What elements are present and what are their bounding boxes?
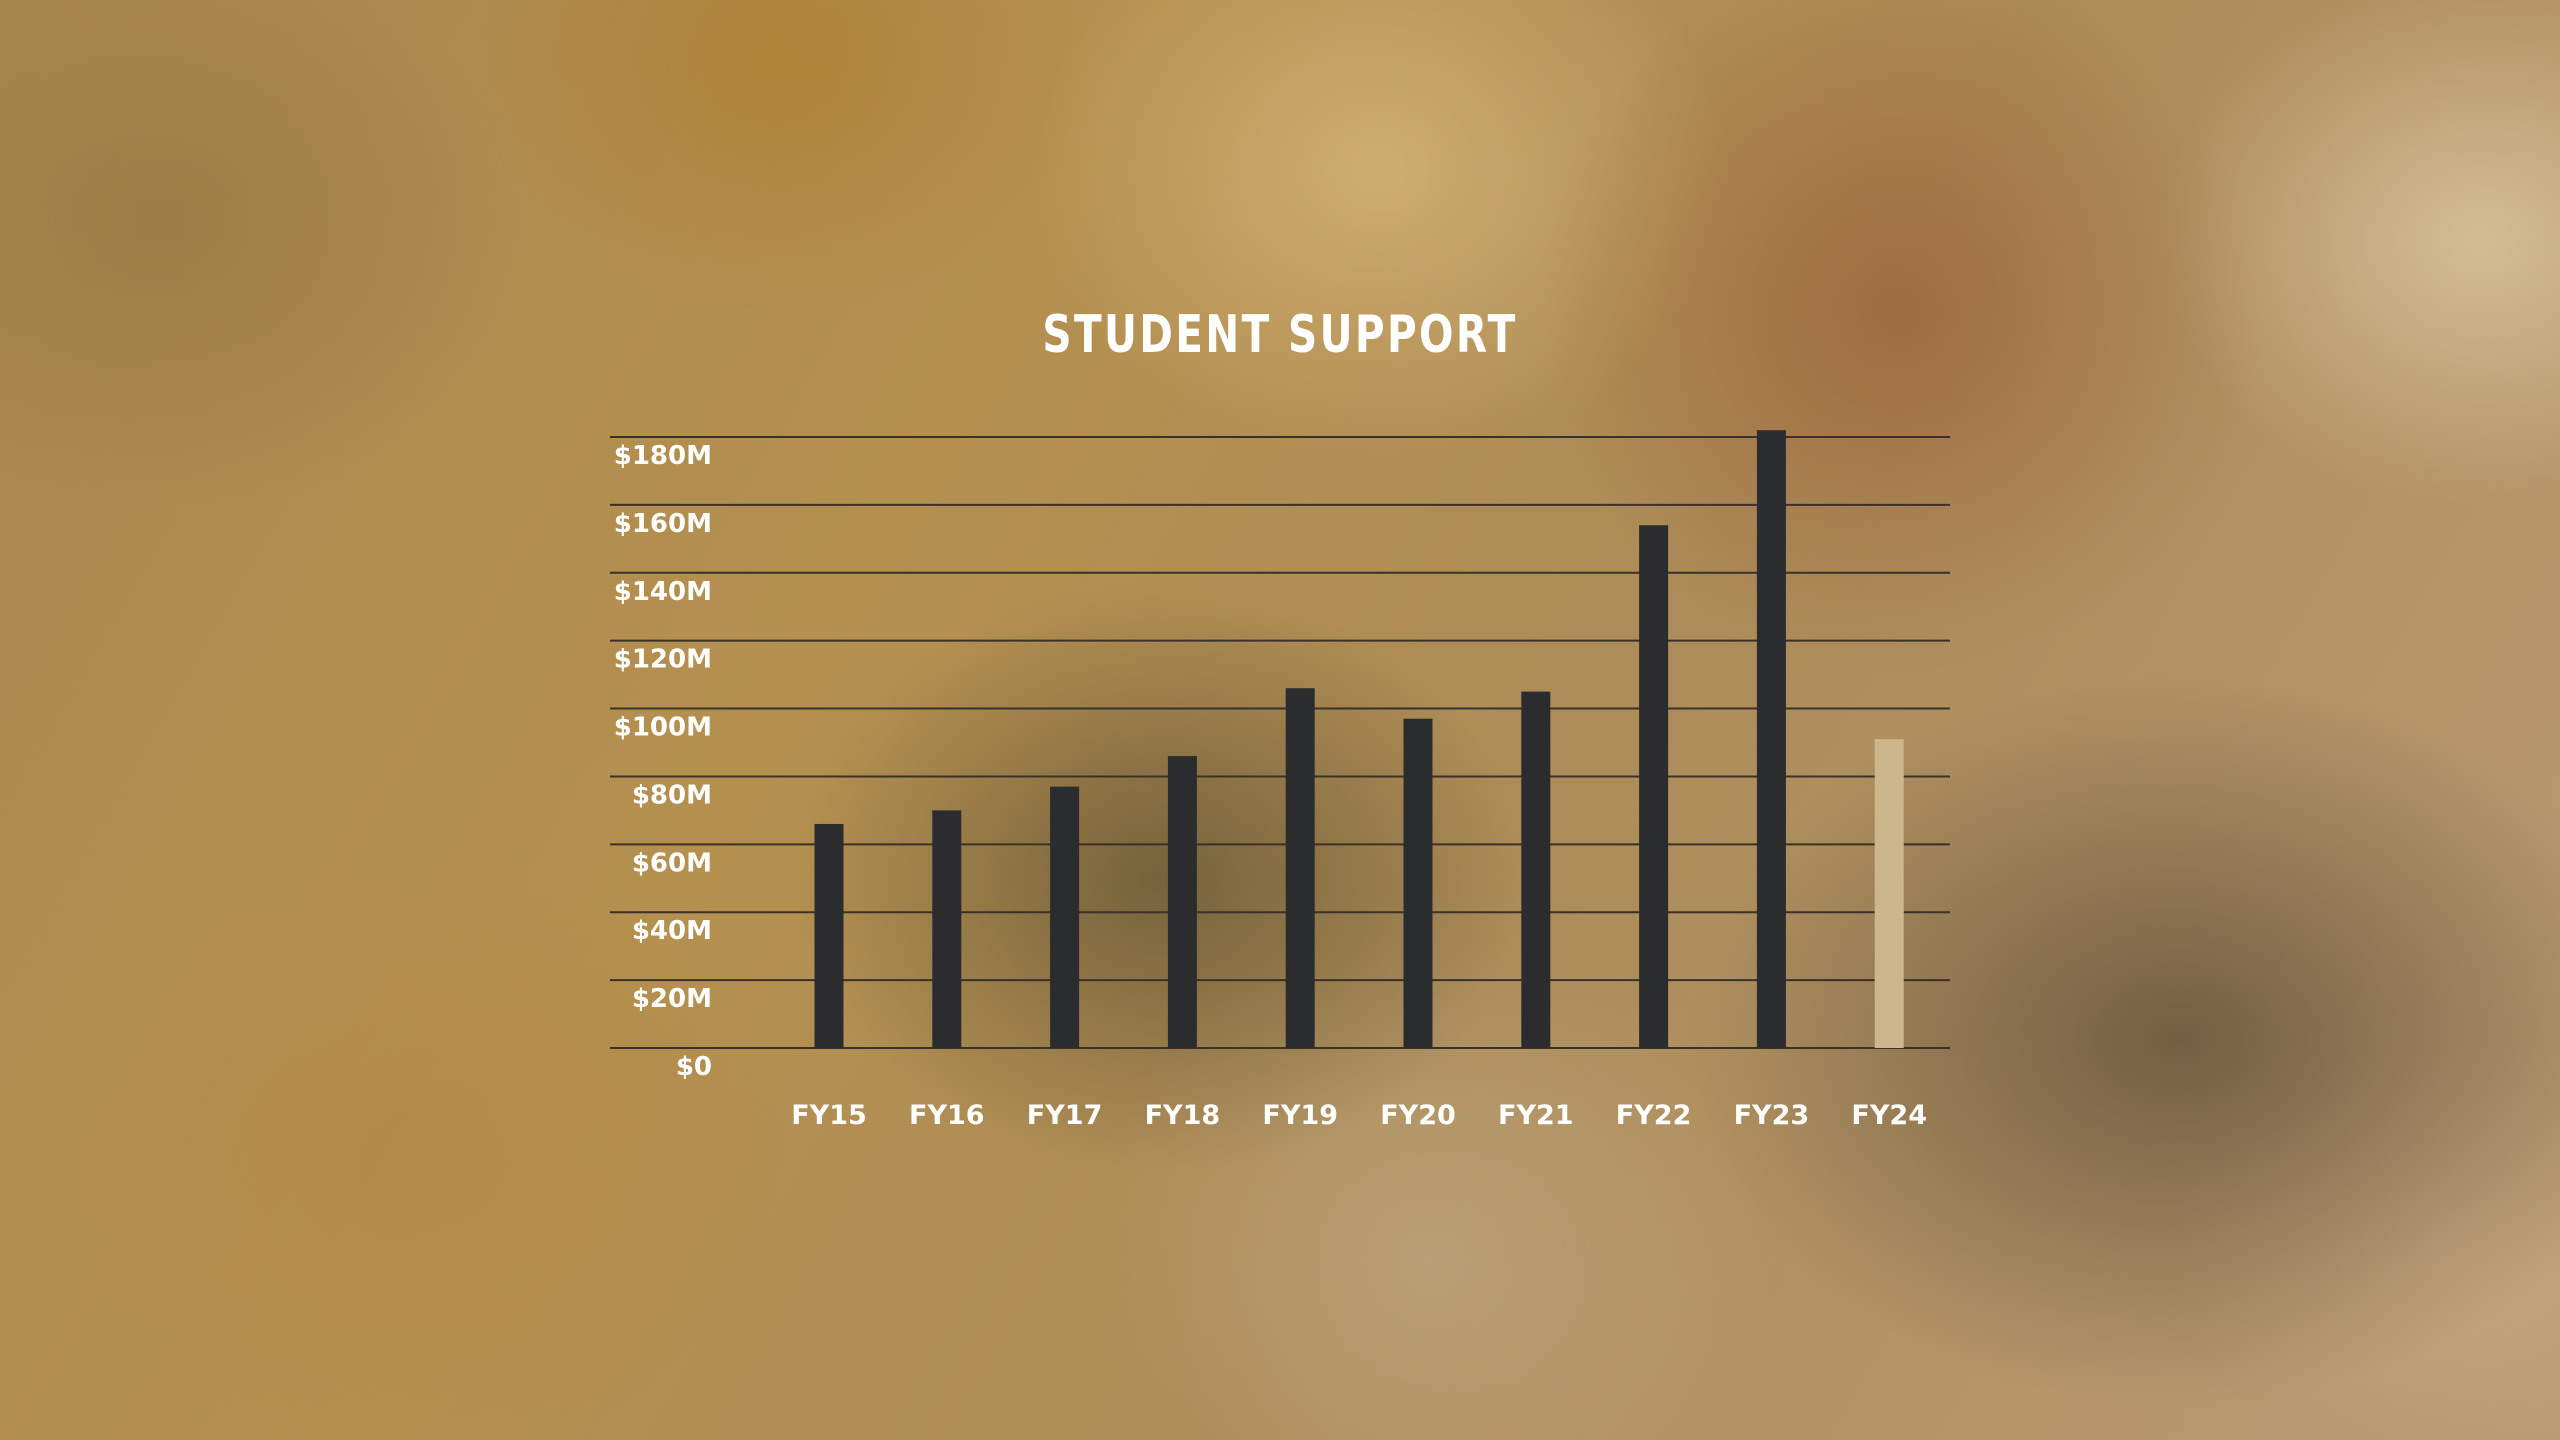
y-tick-label: $80M [632, 780, 712, 810]
x-tick-label-fy16: FY16 [909, 1100, 985, 1131]
x-tick-label-fy21: FY21 [1498, 1100, 1574, 1131]
x-tick-label-fy17: FY17 [1027, 1100, 1103, 1131]
bar-fy18 [1167, 756, 1197, 1048]
bar-fy23 [1756, 430, 1786, 1048]
bar-fy22 [1639, 525, 1669, 1048]
y-tick-label: $140M [614, 577, 712, 607]
bar-fy15 [814, 823, 844, 1048]
gridlines [610, 436, 1950, 1049]
x-tick-label-fy24: FY24 [1851, 1100, 1927, 1131]
y-tick-label: $60M [632, 848, 712, 878]
y-tick-label: $0 [676, 1052, 712, 1082]
y-tick-label: $20M [632, 984, 712, 1014]
bar-fy16 [932, 810, 962, 1048]
bar-fy20 [1403, 718, 1433, 1048]
bar-fy21 [1521, 691, 1551, 1048]
x-tick-label-fy15: FY15 [791, 1100, 867, 1131]
y-tick-label: $40M [632, 916, 712, 946]
y-tick-label: $160M [614, 509, 712, 539]
bar-fy17 [1050, 786, 1080, 1048]
x-tick-label-fy18: FY18 [1145, 1100, 1221, 1131]
bar-fy24 [1874, 739, 1904, 1048]
y-tick-label: $100M [614, 713, 712, 743]
x-axis-tick-labels: FY15 FY16 FY17 FY18 FY19 FY20 FY21 FY22 FY23 FY24 [791, 1100, 1927, 1131]
chart-title: STUDENT SUPPORT [1042, 305, 1518, 365]
bar-fy19 [1285, 688, 1315, 1048]
x-tick-label-fy23: FY23 [1734, 1100, 1810, 1131]
y-tick-label: $120M [614, 645, 712, 675]
bars [814, 430, 1904, 1048]
y-tick-label: $180M [614, 441, 712, 471]
x-tick-label-fy20: FY20 [1380, 1100, 1456, 1131]
x-tick-label-fy22: FY22 [1616, 1100, 1692, 1131]
x-tick-label-fy19: FY19 [1262, 1100, 1338, 1131]
y-axis-tick-labels: $0 $20M $40M $60M $80M $100M $120M $140M $160M $1… [614, 441, 712, 1082]
